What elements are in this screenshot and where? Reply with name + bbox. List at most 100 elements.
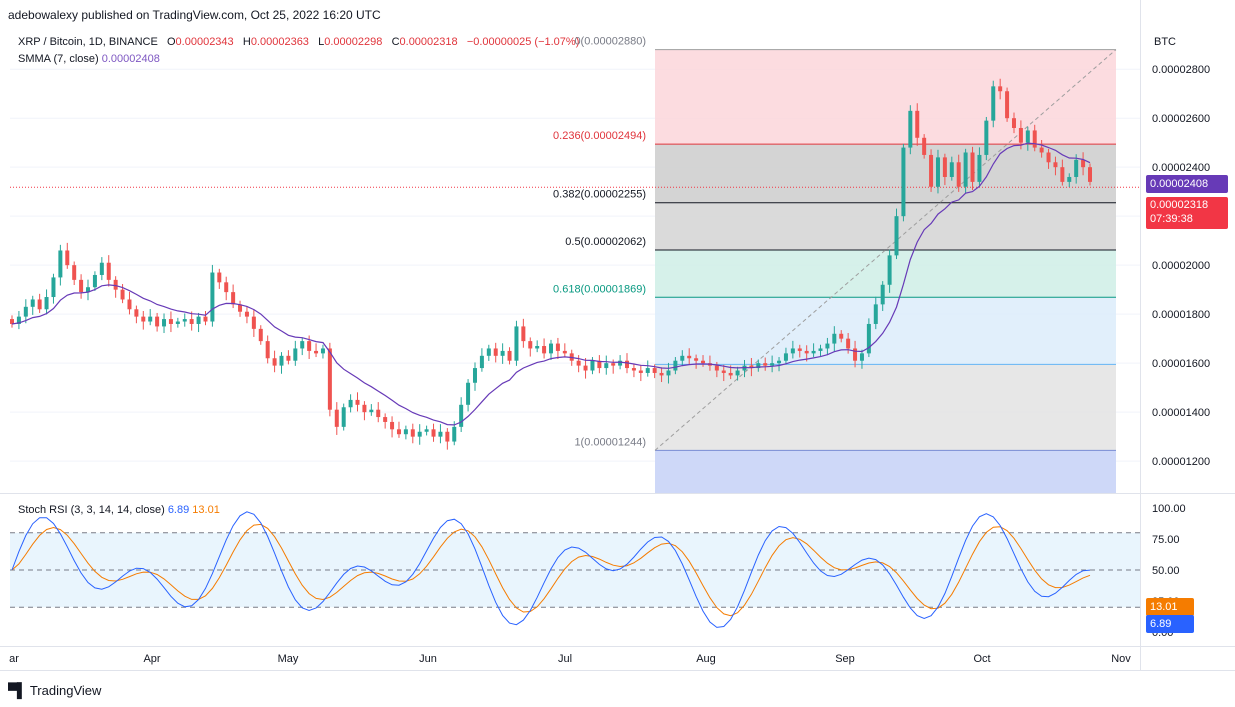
candle-body bbox=[348, 399, 353, 408]
candle-body bbox=[853, 348, 858, 361]
stoch-k-line bbox=[11, 511, 1091, 628]
candle-body bbox=[459, 404, 464, 427]
fib-level-label: 0.618(0.00001869) bbox=[553, 283, 646, 295]
y-tick-label: 0.00002800 bbox=[1152, 64, 1210, 76]
candle-body bbox=[279, 355, 284, 366]
candle-body bbox=[977, 154, 982, 182]
tradingview-logo-icon: ▀▌ bbox=[8, 682, 27, 698]
candle-body bbox=[486, 348, 491, 356]
tradingview-logo[interactable]: ▀▌ TradingView bbox=[8, 682, 101, 698]
candle-body bbox=[859, 353, 864, 361]
candle-body bbox=[652, 368, 657, 373]
candle-body bbox=[963, 152, 968, 187]
candle-body bbox=[846, 338, 851, 349]
candle-body bbox=[238, 304, 243, 312]
candle-body bbox=[728, 372, 733, 376]
candle-body bbox=[790, 348, 795, 354]
fib-level-label: 0.236(0.00002494) bbox=[553, 130, 646, 142]
candle-body bbox=[611, 363, 616, 366]
fib-zone bbox=[655, 297, 1116, 365]
candle-body bbox=[175, 321, 180, 324]
candle-body bbox=[210, 272, 215, 322]
candle-body bbox=[597, 360, 602, 369]
candle-body bbox=[645, 368, 650, 373]
candle-body bbox=[680, 355, 685, 361]
candle-body bbox=[148, 316, 153, 322]
fib-level-label: 0.382(0.00002255) bbox=[553, 189, 646, 201]
candle-body bbox=[224, 282, 229, 293]
candle-body bbox=[576, 360, 581, 366]
candle-body bbox=[984, 120, 989, 155]
high-value: 0.00002363 bbox=[250, 36, 309, 48]
candle-body bbox=[694, 358, 699, 361]
candle-body bbox=[583, 365, 588, 371]
candle-body bbox=[1005, 91, 1010, 119]
candle-body bbox=[189, 319, 194, 324]
candle-body bbox=[625, 360, 630, 369]
candle-body bbox=[514, 326, 519, 361]
candle-body bbox=[403, 429, 408, 435]
candle-body bbox=[86, 287, 91, 293]
candle-body bbox=[134, 309, 139, 317]
smma-line bbox=[11, 142, 1091, 426]
high-label: H bbox=[242, 36, 251, 48]
candle-body bbox=[894, 216, 899, 256]
candle-body bbox=[832, 333, 837, 344]
candle-body bbox=[327, 348, 332, 410]
candle-body bbox=[472, 368, 477, 383]
candle-body bbox=[528, 341, 533, 349]
candle-body bbox=[341, 407, 346, 427]
smma-label: SMMA (7, close) bbox=[18, 53, 99, 65]
candle-body bbox=[1053, 162, 1058, 168]
candle-body bbox=[10, 319, 14, 324]
stoch-d-line bbox=[11, 523, 1091, 617]
candle-body bbox=[113, 279, 118, 290]
fib-trend-line bbox=[654, 49, 1117, 451]
candle-body bbox=[244, 311, 249, 317]
candle-body bbox=[666, 370, 671, 376]
candle-body bbox=[369, 409, 374, 413]
candle-body bbox=[673, 360, 678, 371]
candle-body bbox=[334, 409, 339, 427]
fib-zone bbox=[655, 144, 1116, 203]
candle-body bbox=[998, 86, 1003, 92]
candle-body bbox=[555, 343, 560, 351]
candle-body bbox=[804, 350, 809, 354]
candle-body bbox=[376, 409, 381, 418]
candle-body bbox=[763, 363, 768, 366]
candle-body bbox=[286, 355, 291, 361]
low-value: 0.00002298 bbox=[324, 36, 383, 48]
candle-body bbox=[72, 265, 77, 280]
candle-body bbox=[915, 110, 920, 138]
y-tick-label: 0.00002000 bbox=[1152, 260, 1210, 272]
x-tick-label: ar bbox=[9, 653, 19, 665]
candle-body bbox=[106, 262, 111, 280]
candle-body bbox=[182, 319, 187, 322]
candle-body bbox=[1081, 159, 1086, 168]
candle-body bbox=[935, 157, 940, 187]
candles bbox=[10, 78, 1092, 450]
candle-body bbox=[162, 319, 167, 327]
stoch-k-tag: 6.89 bbox=[1146, 615, 1194, 633]
currency-label: BTC bbox=[1154, 36, 1176, 48]
smma-legend[interactable]: SMMA (7, close) 0.00002408 bbox=[18, 53, 160, 65]
stoch-band bbox=[10, 532, 1140, 608]
candle-body bbox=[265, 341, 270, 359]
candle-body bbox=[756, 363, 761, 369]
tradingview-brand: TradingView bbox=[29, 682, 102, 698]
candle-body bbox=[721, 370, 726, 373]
candle-body bbox=[1046, 152, 1051, 163]
x-tick-label: Jul bbox=[558, 653, 572, 665]
candle-body bbox=[417, 431, 422, 437]
candle-body bbox=[99, 262, 104, 275]
stoch-rsi-legend[interactable]: Stoch RSI (3, 3, 14, 14, close) 6.89 13.… bbox=[18, 504, 220, 516]
candle-body bbox=[168, 319, 173, 324]
candle-body bbox=[141, 316, 146, 322]
candle-body bbox=[438, 431, 443, 437]
candle-body bbox=[203, 316, 208, 322]
x-tick-label: Aug bbox=[696, 653, 716, 665]
symbol-name[interactable]: XRP / Bitcoin, 1D, BINANCE bbox=[18, 36, 158, 48]
smma-price-tag: 0.00002408 bbox=[1146, 175, 1228, 193]
candle-body bbox=[521, 326, 526, 342]
